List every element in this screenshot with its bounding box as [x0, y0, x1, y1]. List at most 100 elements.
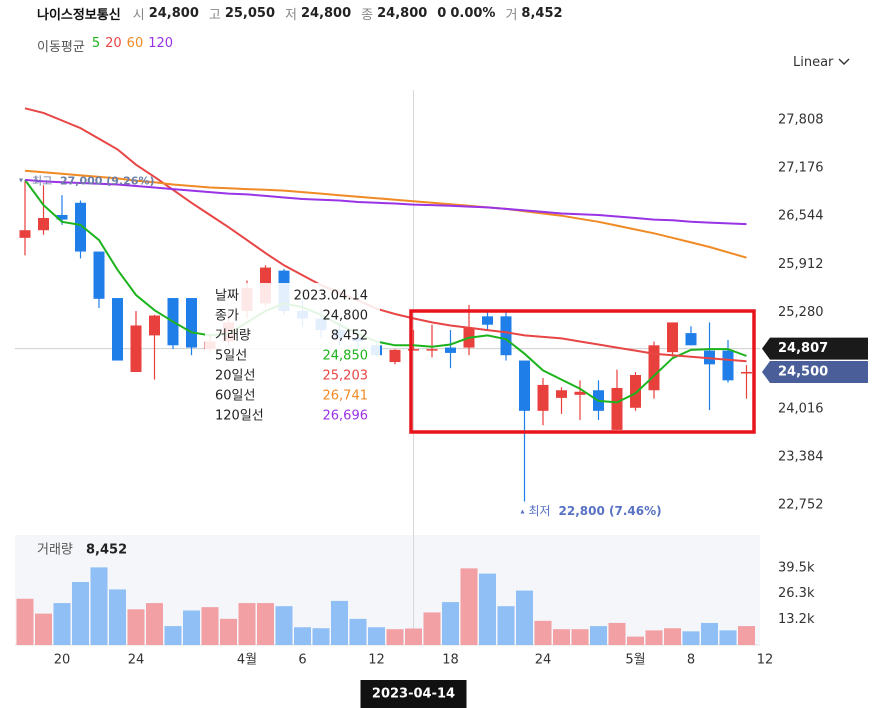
candle-body: [463, 327, 475, 348]
scale-mode[interactable]: Linear: [793, 55, 834, 70]
volume-bar: [294, 627, 311, 645]
volume-bar: [201, 607, 219, 645]
price-tag: [762, 337, 868, 360]
x-tick-label: 12: [368, 653, 385, 668]
tooltip-bg: [205, 283, 380, 431]
candle-body: [75, 202, 86, 252]
tooltip-value: 24,850: [323, 349, 369, 364]
candle-body: [278, 270, 290, 311]
volume-bar: [238, 603, 256, 645]
volume-bar: [645, 630, 663, 645]
volume-bar: [220, 618, 237, 645]
quote-value: 25,050: [224, 5, 276, 21]
change-value: 0: [437, 5, 447, 21]
quote-label: 고: [208, 7, 221, 23]
tooltip-label: 종가: [215, 309, 239, 324]
volume-bar: [53, 603, 71, 645]
volume-bar: [164, 626, 182, 645]
x-tick-label: 20: [54, 653, 71, 668]
volume-bar: [701, 622, 718, 645]
volume-bar: [127, 609, 145, 645]
x-tick-label: 8: [687, 653, 695, 668]
candle-body: [371, 345, 382, 356]
candle-body: [445, 347, 456, 353]
candle-body: [223, 322, 234, 342]
volume-bar: [257, 603, 274, 645]
volume-bar: [590, 626, 607, 645]
candle-body: [611, 387, 623, 430]
low-value: 22,800 (7.46%): [559, 504, 662, 518]
candle-body: [630, 375, 641, 408]
candle-body: [426, 349, 438, 351]
ma-line: [24, 178, 747, 226]
candle-body: [741, 371, 752, 374]
volume-bar: [534, 620, 552, 645]
y-tick-label: 26.3k: [778, 586, 815, 601]
candle-body: [260, 267, 271, 304]
volume-bar: [497, 606, 515, 645]
low-marker: [520, 509, 525, 514]
volume-bar: [312, 628, 330, 645]
candle-body: [648, 345, 660, 391]
tooltip-value: 26,696: [323, 409, 369, 424]
tooltip-value: 24,800: [323, 309, 369, 324]
volume-bar: [516, 590, 533, 645]
candle-body: [593, 390, 604, 411]
price-tag: [762, 360, 868, 383]
legend-title: 이동평균: [37, 40, 85, 55]
candle-body: [241, 288, 253, 311]
volume-bar: [109, 589, 126, 645]
volume-bar: [553, 629, 570, 645]
volume-bar: [275, 606, 293, 645]
y-tick-label: 22,752: [778, 498, 824, 513]
volume-bar: [738, 626, 755, 645]
volume-bar: [331, 600, 348, 645]
price-tag-label: 24,807: [778, 341, 828, 356]
volume-bar: [368, 627, 385, 645]
y-tick-label: 26,544: [778, 209, 824, 224]
tooltip-label: 5일선: [215, 349, 247, 364]
candle-body: [56, 214, 68, 220]
candle-body: [574, 391, 586, 395]
volume-bar: [460, 568, 478, 645]
x-tick-label: 5월: [625, 653, 645, 668]
candle-body: [722, 350, 734, 381]
quote-value: 24,800: [377, 5, 428, 21]
candle-body: [352, 337, 364, 342]
ma-line: [24, 169, 747, 259]
candle-body: [685, 333, 697, 346]
legend-entry: 5: [91, 36, 101, 51]
legend-entry: 20: [105, 36, 122, 51]
volume-bar: [72, 582, 89, 645]
price-tag-label: 24,500: [778, 364, 828, 379]
quote-value: 24,800: [300, 5, 352, 21]
ma-line: [24, 107, 747, 363]
candle-body: [389, 349, 401, 363]
tooltip-value: 8,452: [331, 329, 368, 344]
candle-body: [519, 360, 530, 411]
volume-bar: [35, 613, 52, 645]
candle-body: [334, 330, 345, 338]
quote-label: 거: [505, 7, 518, 23]
y-tick-label: 24,016: [778, 401, 824, 416]
volume-bar: [16, 598, 34, 645]
cursor-label-bg: [360, 680, 467, 708]
volume-bar: [627, 636, 644, 645]
quote-label: 시: [132, 7, 145, 23]
y-tick-label: 27,176: [778, 161, 824, 176]
volume-bar: [479, 573, 496, 645]
volume-bar: [386, 629, 404, 645]
volume-bar: [90, 567, 108, 645]
candle-body: [186, 298, 197, 348]
tooltip-value: 25,203: [323, 369, 369, 384]
tooltip-label: 20일선: [215, 369, 255, 384]
x-tick-label: 6: [298, 653, 306, 668]
candle-body: [482, 316, 493, 325]
dropdown-caret[interactable]: [838, 58, 850, 66]
candle-body: [167, 298, 179, 346]
candle-body: [556, 390, 567, 398]
volume-bar: [146, 603, 163, 645]
quote-header: 나이스정보통신 시 24,800 고 25,050 저 24,800 종 24,800 0 0.0…: [37, 3, 573, 23]
scale-select[interactable]: Linear: [793, 55, 850, 70]
highlight-box: [409, 309, 756, 434]
